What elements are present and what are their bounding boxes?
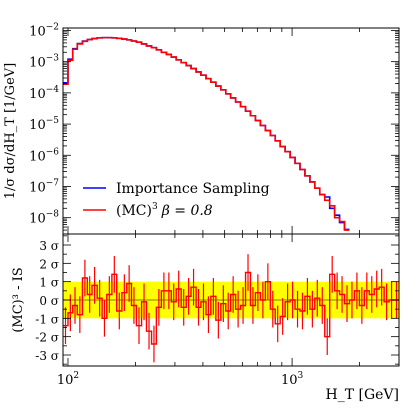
main-panel: 10−2 10−3 10−4 10−5 10−6 10−7 10−8 1/σ dσ/dH_T… bbox=[3, 22, 400, 235]
y-tick-label: 10−2 bbox=[29, 22, 59, 39]
x-tick-label: 103 bbox=[281, 371, 304, 388]
main-series-group bbox=[63, 36, 350, 231]
ratio-panel: 102 103 3 σ 2 σ 1 σ 0 σ -1 σ -2 σ -3 σ (MC)³ - … bbox=[11, 233, 400, 403]
x-axis-label-text: H_T [GeV] bbox=[326, 387, 400, 403]
legend-mc3-sup: 3 bbox=[152, 202, 158, 212]
y-tick-label: -2 σ bbox=[35, 331, 59, 345]
series-line-1 bbox=[63, 36, 350, 231]
main-x-ticks bbox=[67, 28, 400, 234]
x-axis-label: H_T [GeV] bbox=[326, 387, 400, 403]
y-tick-label: 10−3 bbox=[29, 54, 59, 71]
ratio-y-axis-label: (MC)³ - IS bbox=[11, 267, 26, 332]
y-tick-label: 10−6 bbox=[29, 147, 59, 164]
y-tick-label: 10−7 bbox=[29, 178, 59, 195]
ratio-line bbox=[63, 271, 399, 345]
ratio-y-ticks: 3 σ 2 σ 1 σ 0 σ -1 σ -2 σ -3 σ bbox=[35, 235, 399, 365]
legend-label-importance-sampling: Importance Sampling bbox=[116, 181, 270, 197]
y-tick-label: 10−5 bbox=[29, 116, 59, 133]
legend-mc3-prefix: (MC) bbox=[116, 203, 152, 219]
y-tick-label: 3 σ bbox=[39, 239, 59, 253]
y-tick-label: 0 σ bbox=[39, 294, 59, 308]
main-y-axis-label: 1/σ dσ/dH_T [1/GeV] bbox=[3, 63, 18, 199]
y-tick-label: -1 σ bbox=[35, 312, 59, 326]
main-plot-frame bbox=[62, 27, 400, 235]
y-tick-label: 10−4 bbox=[29, 85, 59, 102]
y-tick-label: 2 σ bbox=[39, 257, 59, 271]
legend-label-mc3: (MC)3 β = 0.8 bbox=[116, 202, 213, 219]
ratio-series-group bbox=[63, 254, 399, 363]
series-line-0 bbox=[63, 36, 350, 231]
main-y-ticks: 10−2 10−3 10−4 10−5 10−6 10−7 10−8 bbox=[29, 22, 399, 235]
y-tick-label: 1 σ bbox=[39, 276, 59, 290]
legend: Importance Sampling (MC)3 β = 0.8 bbox=[83, 181, 270, 219]
legend-mc3-beta: β = 0.8 bbox=[161, 203, 213, 219]
x-tick-label: 102 bbox=[57, 371, 79, 388]
y-tick-label: -3 σ bbox=[35, 349, 59, 363]
y-tick-label: 10−8 bbox=[29, 210, 59, 227]
